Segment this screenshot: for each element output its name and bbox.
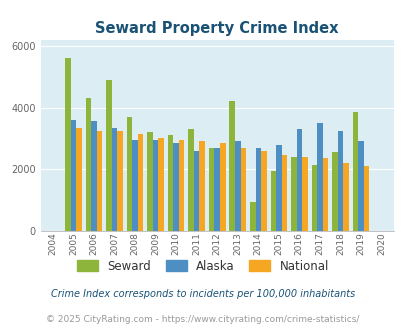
Bar [363, 166, 369, 231]
Bar [342, 163, 348, 231]
Bar [270, 171, 275, 231]
Bar [96, 131, 102, 231]
Bar [209, 148, 214, 231]
Bar [311, 165, 316, 231]
Bar [214, 148, 220, 231]
Title: Seward Property Crime Index: Seward Property Crime Index [95, 21, 338, 36]
Bar [240, 148, 245, 231]
Bar [179, 140, 184, 231]
Bar [65, 58, 70, 231]
Bar [255, 148, 260, 231]
Bar [301, 157, 307, 231]
Bar [158, 138, 164, 231]
Bar [111, 128, 117, 231]
Bar [260, 151, 266, 231]
Bar [85, 98, 91, 231]
Bar [296, 129, 301, 231]
Bar [290, 157, 296, 231]
Bar [352, 112, 357, 231]
Bar [106, 80, 111, 231]
Bar [117, 131, 123, 231]
Bar [76, 128, 81, 231]
Bar [281, 155, 286, 231]
Bar [220, 143, 225, 231]
Text: Crime Index corresponds to incidents per 100,000 inhabitants: Crime Index corresponds to incidents per… [51, 289, 354, 299]
Bar [357, 142, 363, 231]
Bar [167, 135, 173, 231]
Bar [331, 152, 337, 231]
Bar [249, 202, 255, 231]
Bar [337, 131, 342, 231]
Bar [199, 142, 205, 231]
Bar [188, 129, 194, 231]
Bar [322, 158, 327, 231]
Text: © 2025 CityRating.com - https://www.cityrating.com/crime-statistics/: © 2025 CityRating.com - https://www.city… [46, 315, 359, 324]
Bar [234, 142, 240, 231]
Bar [126, 117, 132, 231]
Bar [229, 101, 234, 231]
Bar [132, 140, 138, 231]
Bar [194, 151, 199, 231]
Bar [152, 140, 158, 231]
Bar [70, 120, 76, 231]
Bar [275, 145, 281, 231]
Bar [316, 123, 322, 231]
Bar [91, 121, 96, 231]
Legend: Seward, Alaska, National: Seward, Alaska, National [72, 255, 333, 278]
Bar [138, 134, 143, 231]
Bar [173, 143, 179, 231]
Bar [147, 132, 152, 231]
